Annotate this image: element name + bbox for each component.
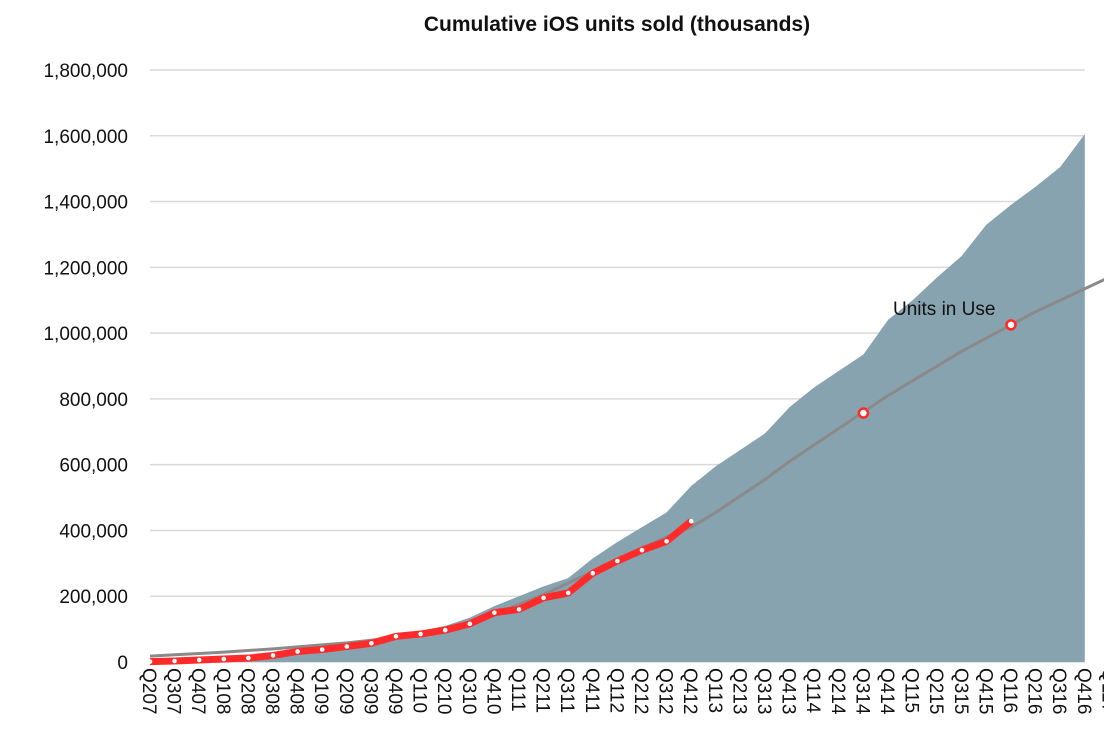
point	[270, 653, 276, 658]
x-tick-label: Q215	[925, 668, 946, 714]
y-tick-label: 800,000	[59, 390, 128, 411]
x-tick-label: Q311	[556, 668, 577, 713]
x-tick-label: Q112	[605, 668, 626, 713]
x-tick-label: Q314	[851, 668, 872, 715]
y-tick-label: 1,400,000	[43, 193, 128, 214]
x-tick-label: Q214	[827, 668, 848, 715]
point	[295, 649, 300, 654]
y-tick-label: 600,000	[59, 456, 128, 477]
x-tick-label: Q117	[1097, 668, 1104, 713]
point	[688, 518, 694, 524]
x-tick-label: Q315	[950, 668, 971, 714]
x-tick-label: Q211	[532, 668, 553, 713]
point	[467, 621, 473, 627]
area	[150, 134, 1085, 663]
point	[639, 547, 645, 553]
x-tick-label: Q412	[679, 668, 700, 714]
x-tick-label: Q116	[999, 668, 1020, 713]
x-tick-label: Q207	[138, 668, 159, 714]
y-tick-label: 1,800,000	[43, 61, 128, 82]
point	[565, 590, 571, 596]
point	[196, 657, 202, 663]
x-tick-label: Q312	[655, 668, 676, 714]
x-tick-label: Q109	[310, 668, 331, 714]
y-tick-label: 1,000,000	[43, 324, 128, 345]
x-tick-label: Q407	[187, 668, 208, 714]
x-tick-label: Q208	[236, 668, 257, 714]
x-tick-label: Q410	[482, 668, 503, 714]
x-tick-label: Q210	[433, 668, 454, 714]
point	[147, 659, 153, 664]
point	[664, 538, 669, 544]
point	[369, 640, 374, 646]
x-tick-label: Q309	[359, 668, 380, 714]
x-tick-label: Q212	[630, 668, 651, 714]
point	[221, 656, 227, 662]
point	[492, 610, 497, 615]
y-tick-label: 400,000	[59, 521, 128, 542]
x-tick-label: Q216	[1024, 668, 1045, 714]
x-tick-label: Q111	[507, 668, 528, 712]
point	[615, 558, 620, 564]
y-tick-label: 200,000	[59, 587, 128, 608]
x-tick-label: Q108	[212, 668, 233, 714]
x-tick-label: Q213	[728, 668, 749, 714]
point	[516, 607, 522, 612]
x-tick-label: Q416	[1073, 668, 1094, 714]
chart-title: Cumulative iOS units sold (thousands)	[424, 13, 810, 36]
point	[246, 655, 251, 661]
point	[418, 631, 423, 637]
point	[344, 644, 350, 649]
point	[1005, 319, 1017, 331]
x-tick-label: Q414	[876, 668, 897, 715]
x-tick-label: Q115	[901, 668, 922, 713]
y-tick-label: 1,200,000	[43, 258, 128, 279]
point	[393, 634, 399, 639]
x-tick-label: Q110	[409, 668, 430, 713]
y-tick-label: 1,600,000	[43, 127, 128, 148]
x-tick-label: Q413	[778, 668, 799, 714]
x-tick-label: Q308	[261, 668, 282, 714]
x-tick-label: Q313	[753, 668, 774, 714]
point	[590, 570, 596, 576]
x-tick-label: Q408	[286, 668, 307, 714]
point	[442, 627, 448, 633]
x-tick-label: Q411	[581, 668, 602, 713]
point	[541, 595, 546, 601]
annotation: Units in Use	[893, 299, 995, 320]
point	[319, 647, 325, 652]
x-tick-label: Q409	[384, 668, 405, 714]
point	[857, 407, 870, 419]
x-tick-label: Q316	[1048, 668, 1069, 714]
x-tick-label: Q114	[802, 668, 823, 714]
x-tick-label: Q310	[458, 668, 479, 714]
x-tick-label: Q307	[163, 668, 184, 714]
x-tick-label: Q113	[704, 668, 725, 713]
x-tick-label: Q415	[974, 668, 995, 714]
x-tick-label: Q209	[335, 668, 356, 714]
point	[172, 658, 177, 664]
y-tick-label: 0	[117, 653, 128, 674]
